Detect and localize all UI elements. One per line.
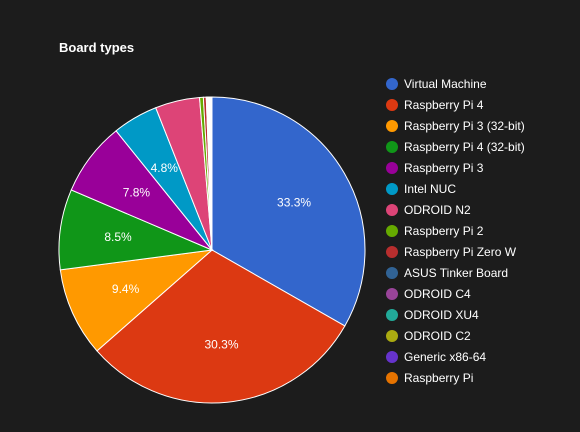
- legend-swatch-3: [386, 140, 398, 153]
- legend-label-11: ODROID XU4: [404, 307, 479, 322]
- legend-label-2: Raspberry Pi 3 (32-bit): [404, 118, 525, 133]
- legend-label-10: ODROID C4: [404, 286, 471, 301]
- legend-swatch-6: [386, 203, 398, 216]
- legend-swatch-12: [386, 329, 398, 342]
- chart-title: Board types: [59, 40, 135, 55]
- pie-slice-1[interactable]: [96, 249, 346, 404]
- legend-item-14[interactable]: Raspberry Pi: [386, 367, 525, 388]
- legend-label-12: ODROID C2: [404, 328, 471, 343]
- slice-label-2: 9.4%: [112, 282, 140, 296]
- legend-item-6[interactable]: ODROID N2: [386, 199, 525, 220]
- legend-label-1: Raspberry Pi 4: [404, 97, 484, 112]
- legend-item-11[interactable]: ODROID XU4: [386, 304, 525, 325]
- pie-slice-0[interactable]: [211, 96, 366, 327]
- legend-swatch-8: [386, 245, 398, 258]
- legend-item-13[interactable]: Generic x86-64: [386, 346, 525, 367]
- legend-label-8: Raspberry Pi Zero W: [404, 244, 517, 259]
- legend-item-10[interactable]: ODROID C4: [386, 283, 525, 304]
- legend-item-5[interactable]: Intel NUC: [386, 178, 525, 199]
- slice-label-5: 4.8%: [151, 161, 179, 175]
- legend-item-0[interactable]: Virtual Machine: [386, 73, 525, 94]
- legend-swatch-11: [386, 308, 398, 321]
- slice-label-1: 30.3%: [204, 337, 238, 351]
- legend-label-9: ASUS Tinker Board: [404, 265, 509, 280]
- slice-label-0: 33.3%: [277, 195, 311, 209]
- legend-label-6: ODROID N2: [404, 202, 471, 217]
- legend-item-3[interactable]: Raspberry Pi 4 (32-bit): [386, 136, 525, 157]
- legend-swatch-2: [386, 119, 398, 132]
- legend-swatch-13: [386, 350, 398, 363]
- legend-item-7[interactable]: Raspberry Pi 2: [386, 220, 525, 241]
- legend-item-12[interactable]: ODROID C2: [386, 325, 525, 346]
- legend-item-8[interactable]: Raspberry Pi Zero W: [386, 241, 525, 262]
- legend-swatch-10: [386, 287, 398, 300]
- pie-slice-14[interactable]: [210, 96, 213, 251]
- legend-swatch-4: [386, 161, 398, 174]
- legend-label-14: Raspberry Pi: [404, 370, 474, 385]
- legend-label-4: Raspberry Pi 3: [404, 160, 484, 175]
- legend-swatch-1: [386, 98, 398, 111]
- legend: Virtual Machine Raspberry Pi 4 Raspberry P…: [386, 73, 525, 388]
- legend-swatch-9: [386, 266, 398, 279]
- legend-label-13: Generic x86-64: [404, 349, 487, 364]
- legend-label-0: Virtual Machine: [404, 76, 487, 91]
- slice-label-3: 8.5%: [104, 230, 132, 244]
- legend-item-2[interactable]: Raspberry Pi 3 (32-bit): [386, 115, 525, 136]
- legend-item-1[interactable]: Raspberry Pi 4: [386, 94, 525, 115]
- legend-item-9[interactable]: ASUS Tinker Board: [386, 262, 525, 283]
- legend-label-7: Raspberry Pi 2: [404, 223, 484, 238]
- legend-swatch-0: [386, 77, 398, 90]
- legend-swatch-14: [386, 371, 398, 384]
- legend-label-3: Raspberry Pi 4 (32-bit): [404, 139, 525, 154]
- legend-item-4[interactable]: Raspberry Pi 3: [386, 157, 525, 178]
- pie-slice-2[interactable]: [59, 249, 214, 352]
- legend-swatch-7: [386, 224, 398, 237]
- slice-label-4: 7.8%: [123, 186, 151, 200]
- legend-label-5: Intel NUC: [404, 181, 457, 196]
- legend-swatch-5: [386, 182, 398, 195]
